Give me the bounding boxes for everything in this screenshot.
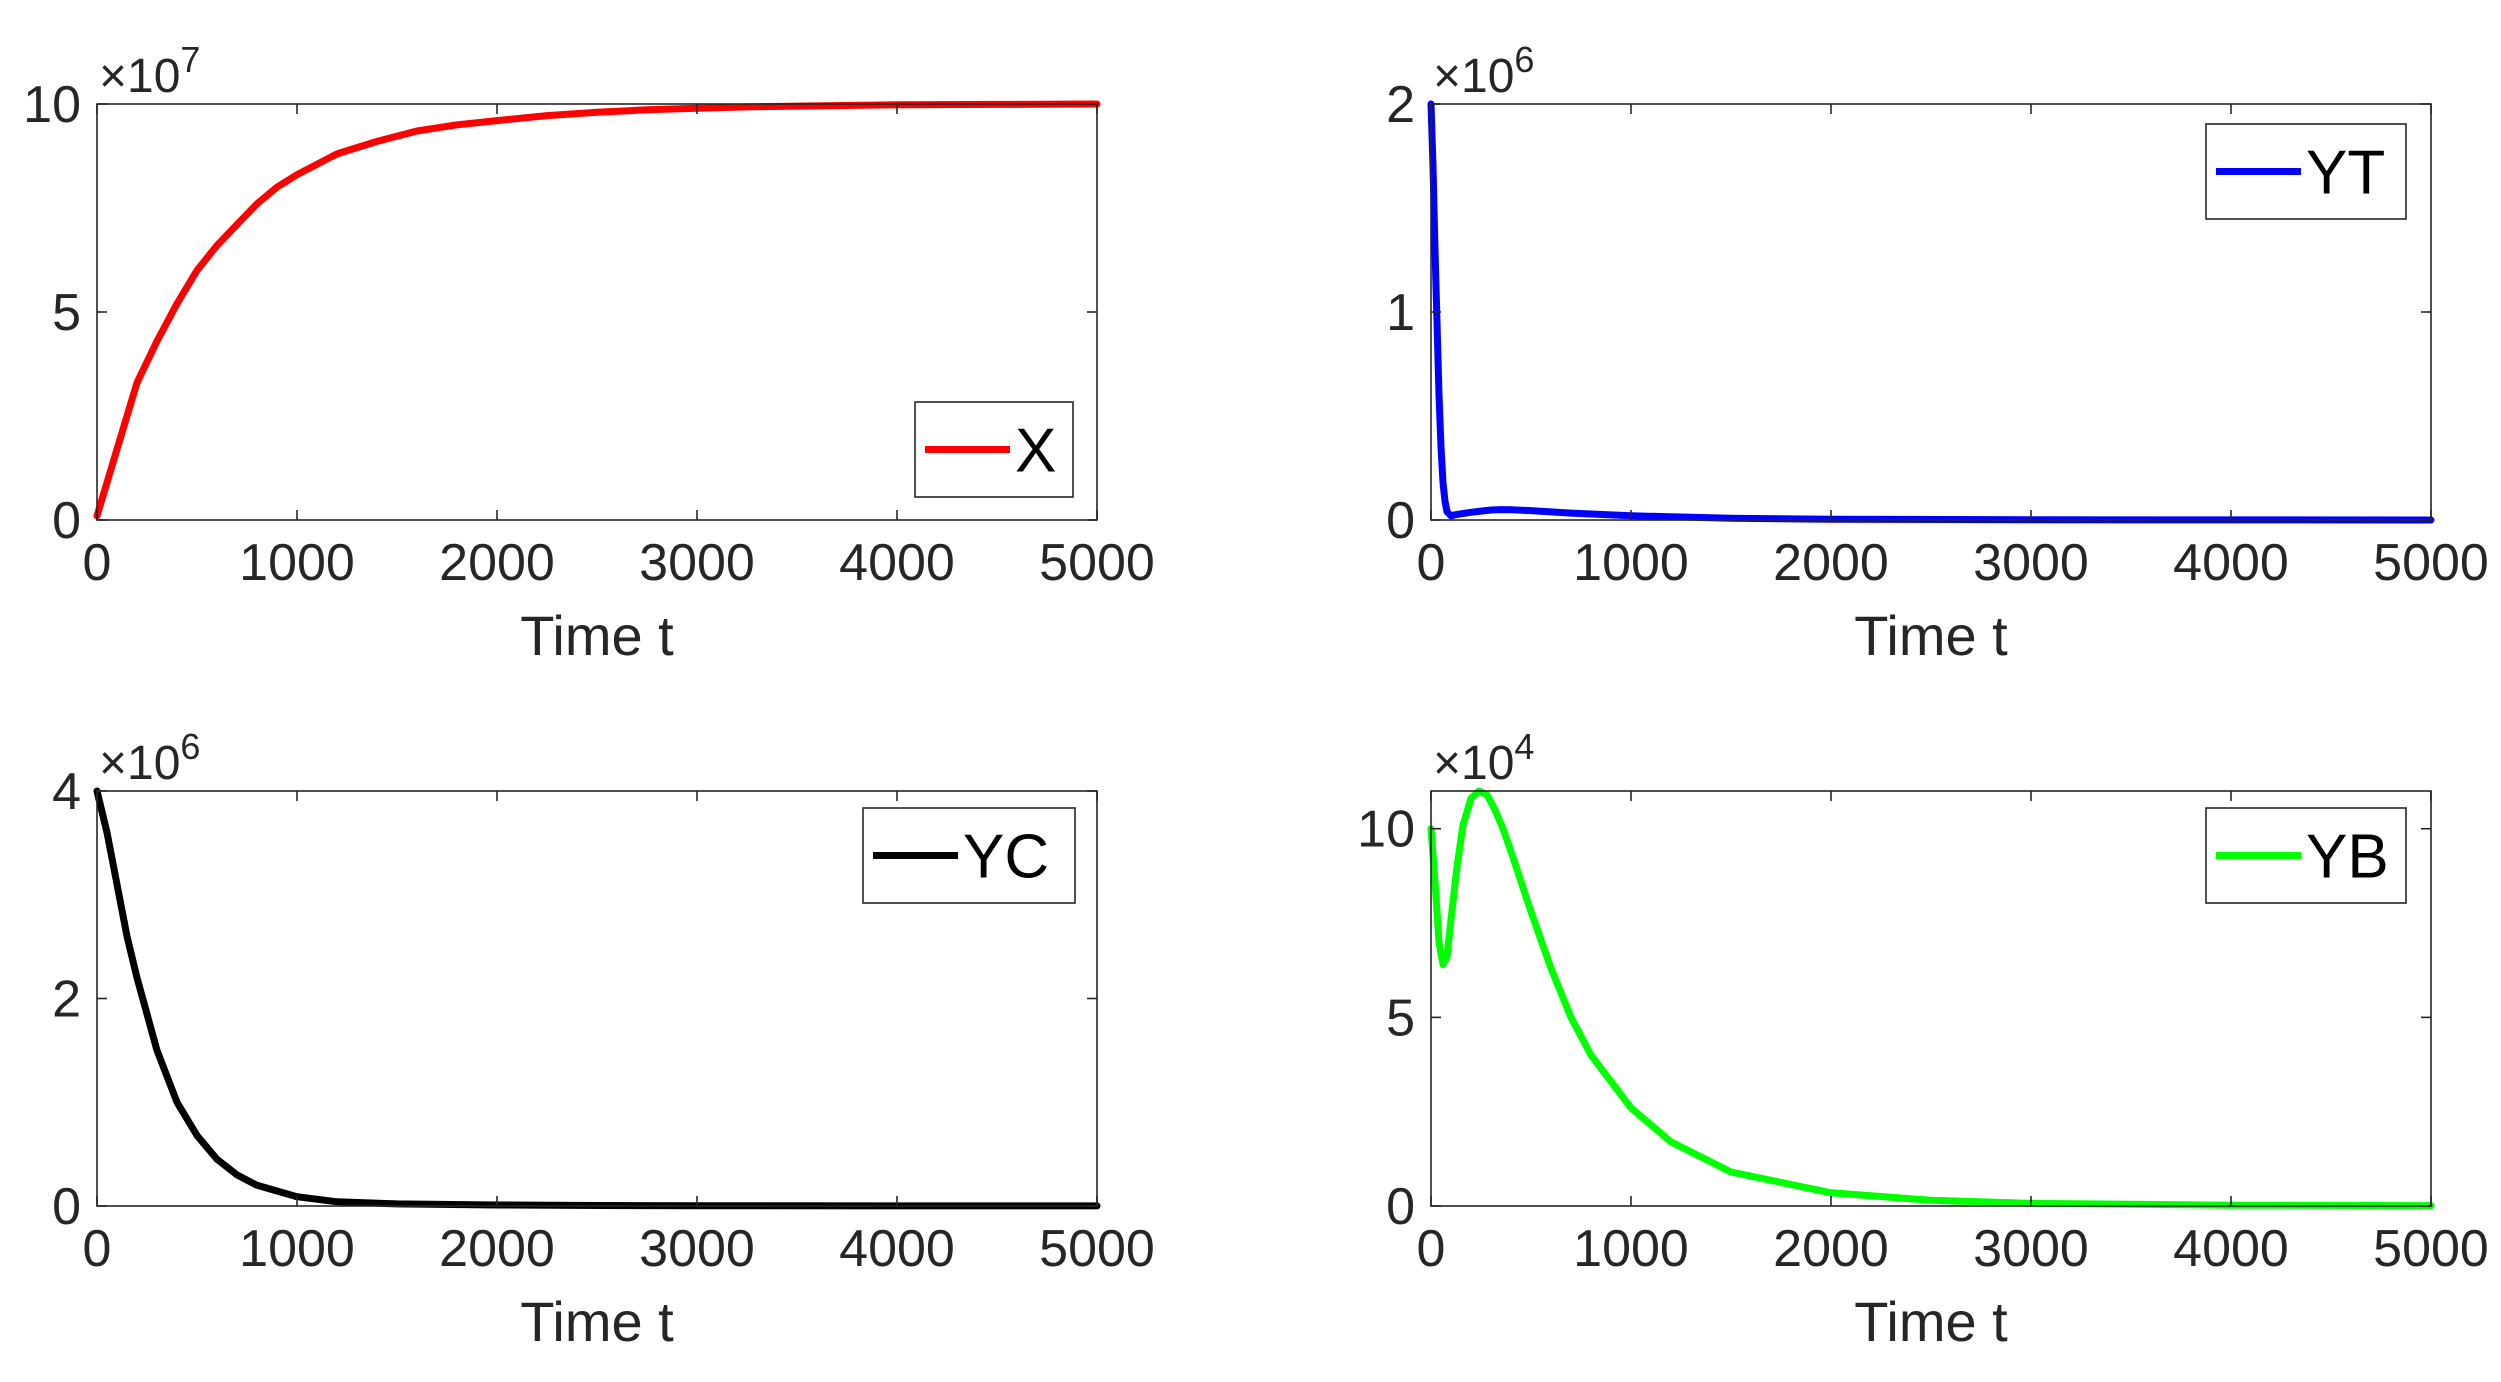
x-tick-label: 1000: [1573, 1220, 1689, 1278]
series-line-x: [93, 100, 1101, 520]
x-tick-label: 5000: [1039, 1220, 1155, 1278]
y-exponent-label: ×107: [99, 39, 200, 103]
x-tick-label: 2000: [439, 534, 555, 592]
legend-label: YB: [2306, 823, 2389, 892]
series-line-yb: [1427, 787, 2435, 1210]
y-tick-label: 0: [1386, 1178, 1415, 1236]
x-tick-label: 1000: [239, 1220, 355, 1278]
y-exponent-label: ×104: [1433, 726, 1534, 790]
chart-panel-1: 0 1000 2000 3000 4000 5000 0 5 10 ×107 Time t X: [23, 39, 1155, 667]
y-exponent-label: ×106: [1433, 39, 1534, 103]
y-tick-label: 10: [23, 76, 81, 134]
x-tick-label: 2000: [439, 1220, 555, 1278]
x-tick-label: 5000: [1039, 534, 1155, 592]
chart-panel-3: 0 1000 2000 3000 4000 5000 0 2 4 ×106 Time t YC: [52, 726, 1155, 1353]
x-tick-label: 5000: [2373, 534, 2489, 592]
legend-label: YT: [2306, 139, 2385, 208]
x-tick-label: 4000: [2173, 534, 2289, 592]
x-tick-label: 0: [83, 534, 112, 592]
x-tick-label: 2000: [1773, 534, 1889, 592]
x-axis-label: Time t: [520, 1290, 674, 1353]
x-tick-label: 0: [83, 1220, 112, 1278]
legend: X: [914, 401, 1074, 498]
x-axis-label: Time t: [1854, 1290, 2008, 1353]
series-line-yt: [1427, 100, 2435, 524]
x-tick-label: 3000: [639, 1220, 755, 1278]
y-tick-label: 5: [1386, 989, 1415, 1047]
legend-label: YC: [963, 823, 1049, 892]
x-tick-label: 5000: [2373, 1220, 2489, 1278]
x-tick-label: 4000: [839, 534, 955, 592]
x-tick-label: 0: [1417, 1220, 1446, 1278]
y-exponent-label: ×106: [99, 726, 200, 790]
y-tick-label: 0: [52, 492, 81, 550]
y-tick-label: 5: [52, 284, 81, 342]
y-tick-label: 2: [1386, 76, 1415, 134]
legend-label: X: [1015, 417, 1056, 486]
y-tick-label: 1: [1386, 284, 1415, 342]
chart-panel-2: 0 1000 2000 3000 4000 5000 0 1 2 ×106 Time t YT: [1386, 39, 2489, 667]
y-tick-label: 2: [52, 971, 81, 1029]
y-tick-label: 0: [1386, 492, 1415, 550]
x-tick-label: 3000: [639, 534, 755, 592]
x-tick-label: 2000: [1773, 1220, 1889, 1278]
x-tick-label: 1000: [1573, 534, 1689, 592]
x-axis-label: Time t: [1854, 604, 2008, 667]
legend: YC: [862, 807, 1076, 904]
chart-panel-4: 0 1000 2000 3000 4000 5000 0 5 10 ×104 Time t YB: [1357, 726, 2489, 1353]
x-tick-label: 1000: [239, 534, 355, 592]
legend: YB: [2205, 807, 2407, 904]
axes-box: [1430, 790, 2432, 1207]
x-tick-label: 3000: [1973, 534, 2089, 592]
x-tick-label: 3000: [1973, 1220, 2089, 1278]
y-tick-label: 10: [1357, 801, 1415, 859]
y-tick-label: 0: [52, 1178, 81, 1236]
x-tick-label: 0: [1417, 534, 1446, 592]
x-tick-label: 4000: [839, 1220, 955, 1278]
x-axis-label: Time t: [520, 604, 674, 667]
y-tick-label: 4: [52, 763, 81, 821]
legend: YT: [2205, 123, 2407, 220]
x-tick-label: 4000: [2173, 1220, 2289, 1278]
